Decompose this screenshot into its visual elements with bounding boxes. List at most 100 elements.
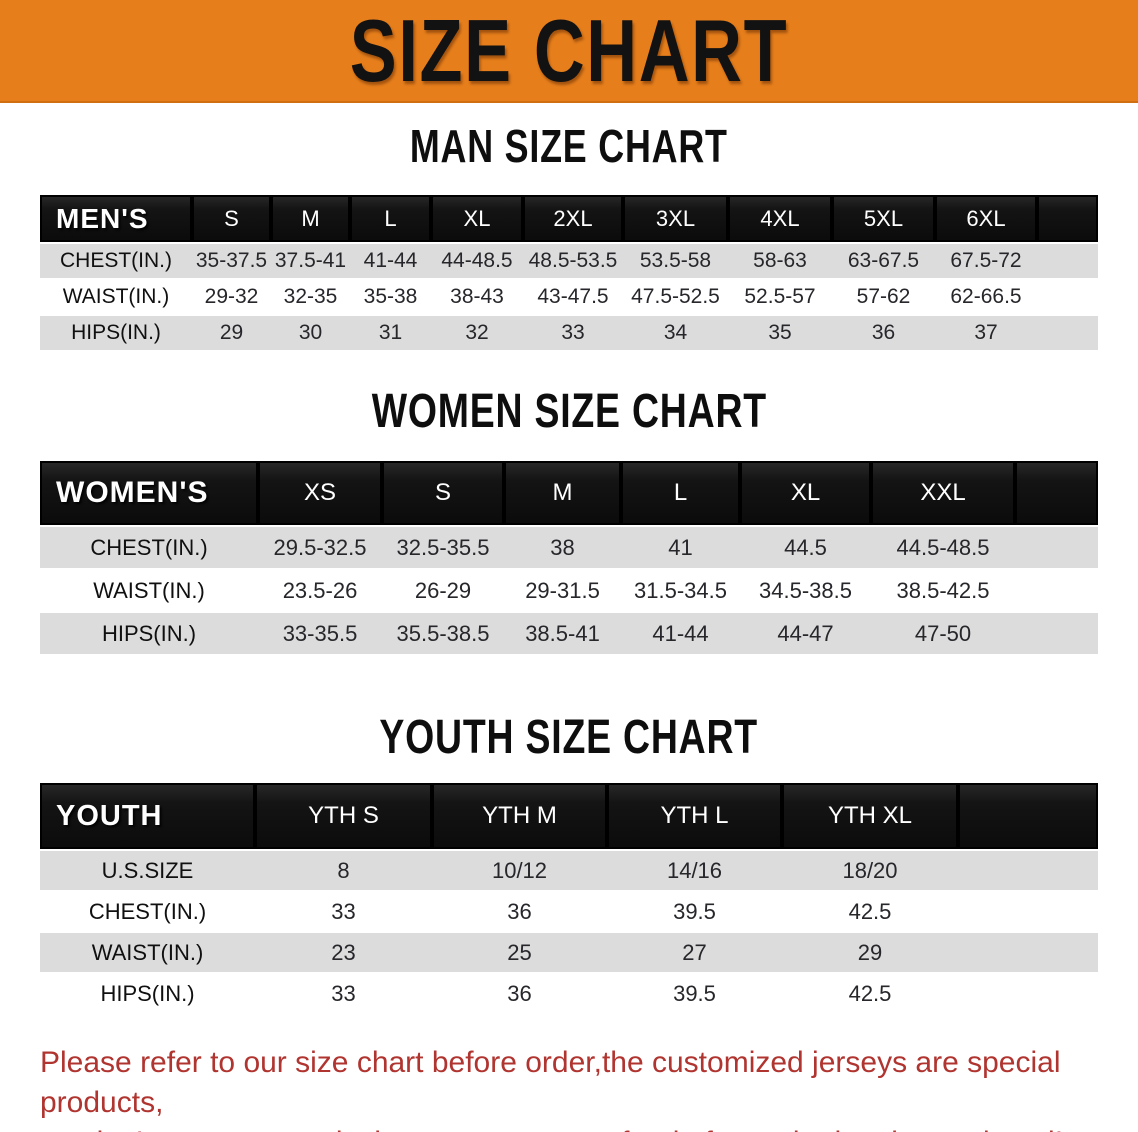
size-value-cell: 35.5-38.5 (382, 613, 504, 656)
size-value-cell: 36 (432, 892, 607, 933)
size-column-header: L (621, 461, 740, 527)
women-size-table: WOMEN'S XS S M L XL XXL CHEST(IN.) 29.5-32.5 32.5… (40, 461, 1098, 656)
size-value-cell: 8 (255, 851, 432, 892)
women-section-heading-text: WOMEN SIZE CHART (371, 385, 767, 438)
row-label: WAIST(IN.) (40, 280, 192, 316)
size-value-cell: 41 (621, 527, 740, 570)
filler-cell (958, 783, 1098, 851)
size-column-header: XL (740, 461, 871, 527)
size-value-cell: 38 (504, 527, 621, 570)
size-column-header: YTH XL (782, 783, 958, 851)
size-value-cell: 18/20 (782, 851, 958, 892)
size-value-cell: 36 (432, 974, 607, 1015)
size-column-header: M (504, 461, 621, 527)
measurement-row: HIPS(IN.) 33 36 39.5 42.5 (40, 974, 1098, 1015)
size-value-cell: 31.5-34.5 (621, 570, 740, 613)
size-value-cell: 58-63 (728, 244, 832, 280)
size-header-row: YOUTH YTH S YTH M YTH L YTH XL (40, 783, 1098, 851)
size-value-cell: 57-62 (832, 280, 935, 316)
size-value-cell: 43-47.5 (523, 280, 623, 316)
banner-title: SIZE CHART (349, 0, 789, 100)
row-label: CHEST(IN.) (40, 527, 258, 570)
size-column-header: XS (258, 461, 382, 527)
row-label: HIPS(IN.) (40, 316, 192, 352)
size-column-header: S (192, 195, 271, 244)
size-chart-banner: SIZE CHART (0, 0, 1138, 103)
size-value-cell: 47.5-52.5 (623, 280, 728, 316)
size-column-header: XXL (871, 461, 1015, 527)
size-value-cell: 27 (607, 933, 782, 974)
size-value-cell: 62-66.5 (935, 280, 1037, 316)
filler-cell (958, 974, 1098, 1015)
disclaimer-note: Please refer to our size chart before or… (40, 1043, 1138, 1132)
size-value-cell: 44.5 (740, 527, 871, 570)
size-column-header: 3XL (623, 195, 728, 244)
size-value-cell: 47-50 (871, 613, 1015, 656)
size-value-cell: 33-35.5 (258, 613, 382, 656)
size-column-header: 4XL (728, 195, 832, 244)
size-value-cell: 31 (350, 316, 431, 352)
size-value-cell: 29 (192, 316, 271, 352)
filler-cell (1015, 461, 1098, 527)
youth-size-table: YOUTH YTH S YTH M YTH L YTH XL U.S.SIZE 8 10/12… (40, 783, 1098, 1015)
size-value-cell: 42.5 (782, 974, 958, 1015)
group-label: YOUTH (40, 783, 255, 851)
size-column-header: XL (431, 195, 523, 244)
women-section-heading: WOMEN SIZE CHART (0, 388, 1138, 436)
size-value-cell: 29-32 (192, 280, 271, 316)
size-value-cell: 30 (271, 316, 350, 352)
size-value-cell: 23 (255, 933, 432, 974)
size-value-cell: 25 (432, 933, 607, 974)
size-value-cell: 36 (832, 316, 935, 352)
size-column-header: YTH M (432, 783, 607, 851)
row-label: CHEST(IN.) (40, 244, 192, 280)
size-value-cell: 35 (728, 316, 832, 352)
filler-cell (1037, 316, 1098, 352)
size-value-cell: 52.5-57 (728, 280, 832, 316)
size-value-cell: 38.5-42.5 (871, 570, 1015, 613)
size-value-cell: 26-29 (382, 570, 504, 613)
size-value-cell: 34 (623, 316, 728, 352)
size-value-cell: 63-67.5 (832, 244, 935, 280)
filler-cell (958, 933, 1098, 974)
men-section-heading-text: MAN SIZE CHART (410, 120, 728, 172)
measurement-row: U.S.SIZE 8 10/12 14/16 18/20 (40, 851, 1098, 892)
size-value-cell: 33 (523, 316, 623, 352)
measurement-row: HIPS(IN.) 33-35.5 35.5-38.5 38.5-41 41-44 44-… (40, 613, 1098, 656)
filler-cell (958, 892, 1098, 933)
size-value-cell: 44.5-48.5 (871, 527, 1015, 570)
row-label: CHEST(IN.) (40, 892, 255, 933)
size-column-header: S (382, 461, 504, 527)
size-value-cell: 37.5-41 (271, 244, 350, 280)
size-value-cell: 38.5-41 (504, 613, 621, 656)
size-column-header: L (350, 195, 431, 244)
row-label: HIPS(IN.) (40, 974, 255, 1015)
size-header-row: MEN'S S M L XL 2XL 3XL 4XL 5XL 6XL (40, 195, 1098, 244)
filler-cell (1037, 244, 1098, 280)
size-value-cell: 29-31.5 (504, 570, 621, 613)
men-size-table: MEN'S S M L XL 2XL 3XL 4XL 5XL 6XL CHEST(IN.) 35-37… (40, 195, 1098, 352)
size-value-cell: 44-48.5 (431, 244, 523, 280)
size-column-header: YTH S (255, 783, 432, 851)
size-value-cell: 14/16 (607, 851, 782, 892)
size-value-cell: 29.5-32.5 (258, 527, 382, 570)
filler-cell (1015, 613, 1098, 656)
men-section-heading: MAN SIZE CHART (0, 123, 1138, 169)
size-value-cell: 48.5-53.5 (523, 244, 623, 280)
size-value-cell: 67.5-72 (935, 244, 1037, 280)
row-label: HIPS(IN.) (40, 613, 258, 656)
measurement-row: WAIST(IN.) 23 25 27 29 (40, 933, 1098, 974)
size-value-cell: 34.5-38.5 (740, 570, 871, 613)
row-label: WAIST(IN.) (40, 933, 255, 974)
size-value-cell: 42.5 (782, 892, 958, 933)
youth-section-heading: YOUTH SIZE CHART (0, 714, 1138, 762)
size-value-cell: 41-44 (621, 613, 740, 656)
size-value-cell: 32-35 (271, 280, 350, 316)
measurement-row: HIPS(IN.) 29 30 31 32 33 34 35 36 37 (40, 316, 1098, 352)
filler-cell (958, 851, 1098, 892)
size-column-header: YTH L (607, 783, 782, 851)
size-value-cell: 53.5-58 (623, 244, 728, 280)
size-value-cell: 10/12 (432, 851, 607, 892)
size-value-cell: 39.5 (607, 892, 782, 933)
size-value-cell: 29 (782, 933, 958, 974)
